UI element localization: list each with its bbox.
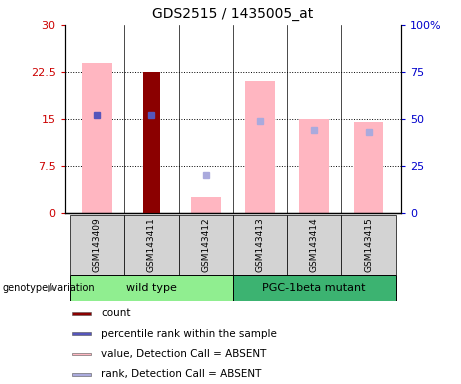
Bar (82, 63, 112, 213)
Bar (341, 215, 396, 275)
Bar (72, 373, 91, 376)
Text: percentile rank within the sample: percentile rank within the sample (101, 329, 277, 339)
Title: GDS2515 / 1435005_at: GDS2515 / 1435005_at (152, 7, 313, 21)
Text: count: count (101, 308, 130, 318)
Bar (70, 275, 233, 301)
Bar (178, 215, 233, 275)
Bar (72, 312, 91, 315)
Bar (72, 333, 91, 335)
Text: value, Detection Call = ABSENT: value, Detection Call = ABSENT (101, 349, 266, 359)
Bar (354, 122, 384, 213)
Text: GSM143415: GSM143415 (364, 217, 373, 272)
Text: GSM143414: GSM143414 (310, 217, 319, 272)
Bar (287, 215, 341, 275)
Text: GSM143409: GSM143409 (93, 217, 101, 272)
Bar (70, 215, 124, 275)
Bar (143, 72, 160, 213)
Bar (233, 275, 396, 301)
Bar (233, 215, 287, 275)
Text: ▶: ▶ (48, 283, 56, 293)
Bar (245, 81, 275, 213)
Bar (299, 119, 329, 213)
Bar (124, 215, 178, 275)
Text: GSM143412: GSM143412 (201, 217, 210, 272)
Bar (72, 353, 91, 356)
Text: genotype/variation: genotype/variation (2, 283, 95, 293)
Text: PGC-1beta mutant: PGC-1beta mutant (262, 283, 366, 293)
Text: GSM143411: GSM143411 (147, 217, 156, 272)
Text: wild type: wild type (126, 283, 177, 293)
Text: GSM143413: GSM143413 (255, 217, 265, 272)
Text: rank, Detection Call = ABSENT: rank, Detection Call = ABSENT (101, 369, 261, 379)
Bar (191, 197, 221, 213)
